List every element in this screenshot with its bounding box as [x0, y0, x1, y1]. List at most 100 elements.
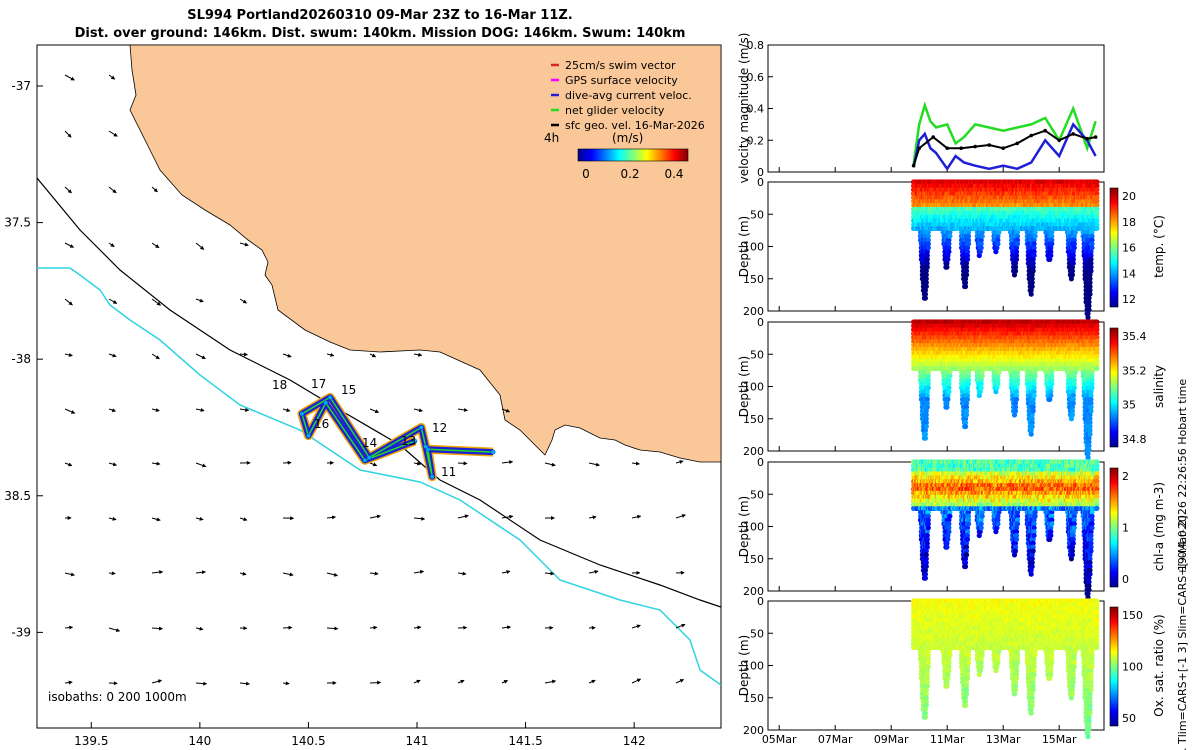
- section-point: [1031, 252, 1037, 259]
- velocity-point: [911, 163, 916, 168]
- lon-tick-label: 141.5: [508, 734, 542, 748]
- velocity-point: [1015, 141, 1019, 146]
- velocity-arrow: [151, 353, 160, 360]
- velocity-arrow: [631, 514, 642, 519]
- velocity-point: [1043, 128, 1047, 133]
- velocity-arrow: [195, 408, 205, 412]
- velocity-arrow: [369, 462, 378, 467]
- velocity-arrow: [195, 681, 208, 686]
- lat-tick-label: 37.5: [4, 216, 31, 230]
- velocity-arrow: [501, 408, 511, 413]
- velocity-arrow: [326, 515, 337, 520]
- section-point: [922, 295, 929, 301]
- vel-tick-label: 0.4: [747, 103, 765, 116]
- velocity-point: [917, 146, 921, 150]
- velocity-arrow: [631, 461, 640, 466]
- depth-tick-label: 50: [750, 208, 764, 221]
- section-point: [1087, 291, 1093, 297]
- velocity-arrow: [195, 353, 206, 360]
- section-point: [925, 233, 931, 239]
- velocity-arrow: [457, 461, 468, 466]
- velocity-arrow: [239, 407, 250, 412]
- section-point: [963, 272, 970, 278]
- velocity-arrow: [151, 186, 158, 193]
- velocity-arrow: [369, 353, 377, 358]
- day-label: 17: [311, 377, 326, 391]
- track-point: [323, 400, 329, 406]
- velocity-arrow: [195, 516, 204, 521]
- vel-tick-label: 0.6: [747, 71, 765, 84]
- section-point: [924, 260, 930, 266]
- velocity-point: [987, 143, 991, 147]
- colorbar-tick-label: 20: [1122, 190, 1136, 203]
- velocity-arrow: [108, 74, 116, 80]
- section-point: [1012, 268, 1019, 274]
- depth-ylabel: Depth (m): [737, 216, 751, 277]
- track-point: [299, 411, 305, 417]
- velocity-arrow: [195, 462, 207, 468]
- section-point: [945, 396, 951, 402]
- isobath-1000m: [37, 267, 721, 686]
- lon-tick-label: 141: [406, 734, 429, 748]
- velocity-point: [1029, 133, 1033, 138]
- velocity-arrow: [501, 514, 514, 519]
- velocity-arrow: [631, 624, 641, 629]
- velocity-arrow: [282, 572, 294, 577]
- velocity-arrow: [457, 514, 469, 519]
- track-point: [362, 457, 368, 463]
- section-point: [1048, 252, 1054, 259]
- surface-velocity-arrows: [64, 74, 687, 686]
- figure-title: SL994 Portland20260310 09-Mar 23Z to 16-…: [187, 8, 573, 23]
- lat-tick-label: -37: [11, 79, 31, 93]
- lat-tick-label: 38.5: [4, 489, 31, 503]
- velocity-arrow: [369, 680, 382, 685]
- section-point: [962, 423, 969, 430]
- lon-tick-label: 139.5: [74, 734, 108, 748]
- section-point: [923, 283, 929, 290]
- velocity-arrow: [413, 516, 426, 521]
- velocity-arrow: [64, 74, 75, 81]
- section-point: [924, 252, 930, 259]
- vel-tick-label: 0.2: [747, 134, 765, 147]
- velocity-arrow: [151, 679, 163, 684]
- speed-colorbar-ticks: 0 0.2 0.4: [582, 167, 683, 181]
- section-point: [947, 373, 953, 379]
- velocity-arrow: [413, 569, 425, 574]
- velocity-arrow: [675, 460, 684, 464]
- velocity-arrow: [413, 679, 421, 684]
- velocity-arrow: [64, 680, 73, 685]
- velocity-arrow: [64, 572, 75, 577]
- velocity-arrow: [675, 623, 686, 629]
- velocity-point: [1071, 132, 1075, 136]
- day-label: 16: [314, 417, 329, 431]
- section-point: [1086, 307, 1092, 313]
- colorbar-tick-label: 12: [1122, 293, 1136, 306]
- velocity-arrow: [413, 352, 423, 357]
- lat-tick-label: -39: [11, 625, 31, 639]
- velocity-arrow: [501, 460, 514, 465]
- section-point: [922, 435, 929, 441]
- land-mass: [129, 45, 721, 463]
- velocity-arrow: [108, 186, 117, 194]
- velocity-arrow: [501, 680, 509, 684]
- glider-track: [297, 392, 496, 482]
- velocity-arrow: [239, 517, 248, 522]
- velocity-arrow: [64, 408, 76, 414]
- velocity-arrow: [108, 130, 118, 137]
- velocity-series-line: [912, 122, 1097, 172]
- section-point: [922, 291, 929, 297]
- section-point: [979, 233, 985, 239]
- velocity-arrow: [326, 572, 339, 577]
- velocity-series-line: [912, 101, 1097, 165]
- day-label: 13: [401, 434, 416, 448]
- speed-colorbar-tick: 0: [582, 167, 590, 181]
- velocity-arrow: [501, 625, 512, 630]
- section-point: [1069, 272, 1075, 278]
- section-point: [964, 396, 971, 402]
- section-point: [924, 249, 930, 255]
- velocity-arrow: [413, 408, 423, 413]
- track-point: [366, 455, 372, 460]
- section-point: [978, 245, 984, 251]
